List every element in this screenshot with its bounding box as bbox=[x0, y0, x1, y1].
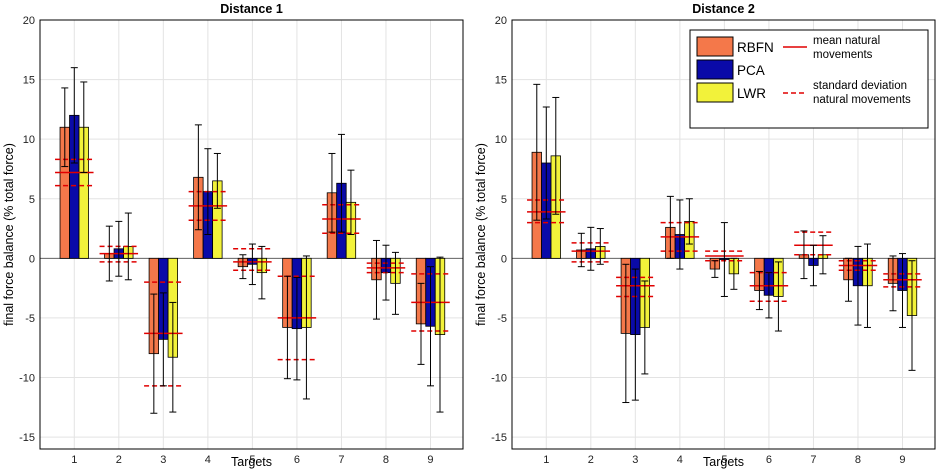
panel-1-ytick-label: 15 bbox=[23, 75, 35, 87]
panel-1-xtick-label: 1 bbox=[71, 454, 77, 466]
panel-2-ytick-label: 10 bbox=[495, 134, 507, 146]
panel-1-axes-frame bbox=[39, 19, 464, 450]
panel-2-xtick-label: 8 bbox=[855, 454, 861, 466]
panel-1-xtick-label: 2 bbox=[116, 454, 122, 466]
panel-1-xtick-label: 7 bbox=[338, 454, 344, 466]
legend-sd-label-line2: natural movements bbox=[813, 94, 911, 106]
panel-1-xtick-label: 4 bbox=[205, 454, 211, 466]
panel-2-xtick-label: 6 bbox=[766, 454, 772, 466]
panel-1-xtick-label: 5 bbox=[249, 454, 255, 466]
legend-swatch-rbfn bbox=[696, 36, 734, 57]
panel-2-xlabel: Targets bbox=[703, 455, 744, 469]
panel-2-xtick-label: 4 bbox=[677, 454, 683, 466]
panel-2-title: Distance 2 bbox=[692, 2, 755, 16]
legend-mean-label-line1: mean natural bbox=[813, 35, 880, 47]
legend-label-pca: PCA bbox=[737, 63, 765, 78]
panel-2-ytick-label: -5 bbox=[497, 313, 507, 325]
panel-2-xtick-label: 3 bbox=[632, 454, 638, 466]
panel-2-ytick-label: 20 bbox=[495, 15, 507, 27]
legend-swatch-lwr bbox=[696, 82, 734, 103]
panel-1-title: Distance 1 bbox=[220, 2, 283, 16]
panel-2-ytick-label: 15 bbox=[495, 75, 507, 87]
panel-1-ytick-label: 20 bbox=[23, 15, 35, 27]
panel-2-ytick-label: -10 bbox=[491, 373, 507, 385]
panel-2-ytick-label: -15 bbox=[491, 432, 507, 444]
legend-mean-label-line2: movements bbox=[813, 49, 873, 61]
panel-1-xtick-label: 3 bbox=[160, 454, 166, 466]
panel-2-xtick-label: 9 bbox=[899, 454, 905, 466]
panel-2-xtick-label: 1 bbox=[543, 454, 549, 466]
panel-1-ytick-label: 0 bbox=[29, 253, 35, 265]
panel-1-xlabel: Targets bbox=[231, 455, 272, 469]
panel-1-xtick-label: 6 bbox=[294, 454, 300, 466]
panel-1-ytick-label: -15 bbox=[19, 432, 35, 444]
panel-2-ylabel: final force balance (% total force) bbox=[474, 143, 488, 326]
panel-1-ytick-label: -5 bbox=[25, 313, 35, 325]
panel-1-ytick-label: 5 bbox=[29, 194, 35, 206]
legend-label-rbfn: RBFN bbox=[737, 40, 774, 55]
panel-2-xtick-label: 5 bbox=[721, 454, 727, 466]
panel-2-xtick-label: 7 bbox=[810, 454, 816, 466]
panel-1-xtick-label: 9 bbox=[427, 454, 433, 466]
legend-label-lwr: LWR bbox=[737, 86, 766, 101]
panel-1-ytick-label: 10 bbox=[23, 134, 35, 146]
panel-2-ytick-label: 0 bbox=[501, 253, 507, 265]
panel-2-xtick-label: 2 bbox=[588, 454, 594, 466]
legend-sd-label-line1: standard deviation bbox=[813, 80, 907, 92]
panel-1-ytick-label: -10 bbox=[19, 373, 35, 385]
panel-2-ytick-label: 5 bbox=[501, 194, 507, 206]
legend-swatch-pca bbox=[696, 59, 734, 80]
panel-2-axes-frame bbox=[511, 19, 936, 450]
panel-1-xtick-label: 8 bbox=[383, 454, 389, 466]
panel-1-ylabel: final force balance (% total force) bbox=[2, 143, 16, 326]
